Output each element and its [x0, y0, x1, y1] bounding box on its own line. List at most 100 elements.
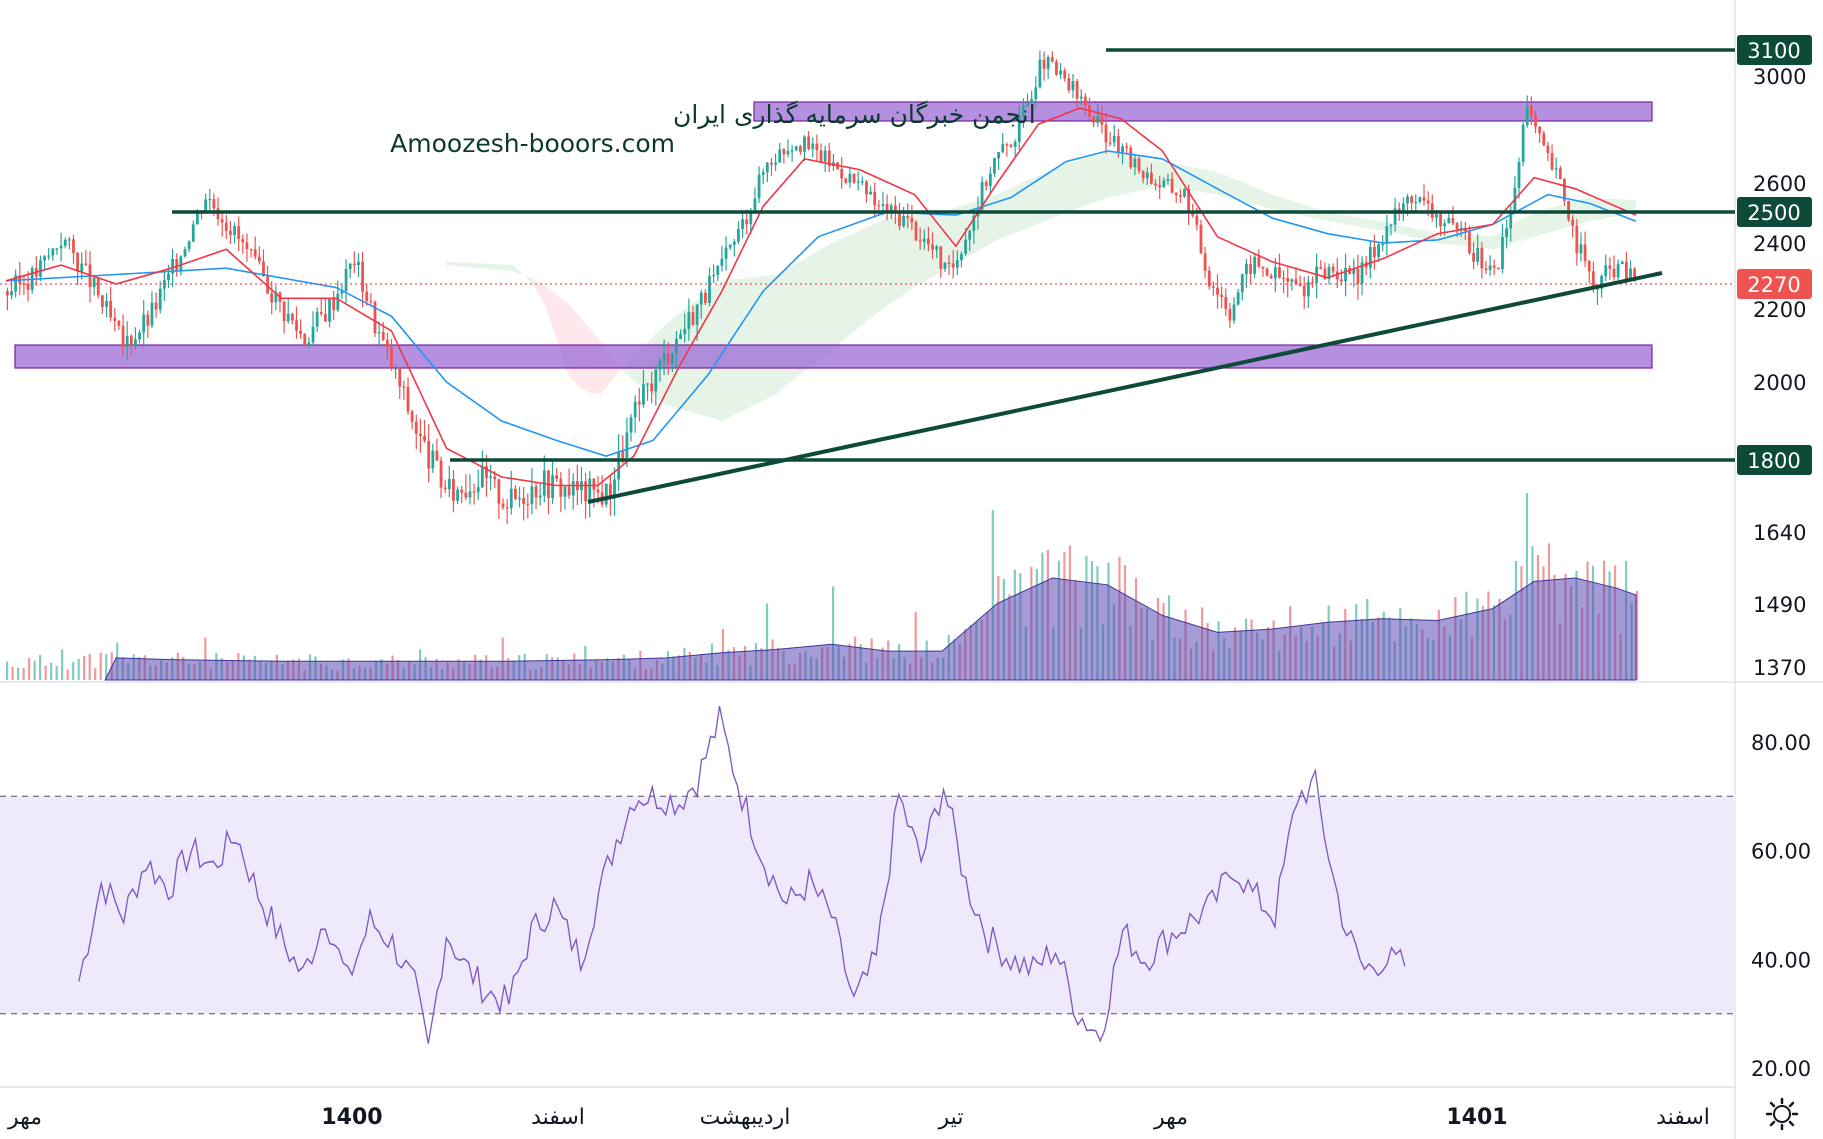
candle-body [1558, 168, 1562, 180]
rsi-tick-label: 40.00 [1751, 948, 1811, 972]
candle-body [1439, 214, 1442, 227]
ichimoku-cloud-segment [1030, 174, 1042, 227]
candle-body [1323, 268, 1327, 279]
ichimoku-cloud-segment [754, 275, 766, 405]
candle-body [319, 312, 323, 314]
volume-bar [99, 652, 102, 680]
candle-body [195, 210, 199, 225]
candle-body [501, 503, 505, 508]
volume-bar [39, 654, 42, 680]
candle-body [703, 292, 707, 303]
candle-body [1484, 268, 1488, 270]
candle-body [431, 450, 435, 469]
candle-body [1092, 116, 1096, 123]
candle-body [786, 150, 790, 155]
candle-body [1331, 266, 1335, 272]
price-tick-label: 1490 [1753, 593, 1806, 617]
candle-body [749, 212, 753, 225]
candle-body [1385, 226, 1389, 244]
ichimoku-cloud-segment [1085, 154, 1097, 206]
candle-body [1443, 223, 1447, 227]
candle-body [1327, 266, 1331, 279]
candle-body [162, 280, 166, 289]
candle-body [26, 283, 30, 290]
candle-body [1525, 106, 1529, 125]
rsi-tick-label: 60.00 [1751, 840, 1811, 864]
candle-body [43, 256, 46, 261]
candle-body [1290, 279, 1294, 282]
candle-body [922, 238, 926, 242]
candle-body [1612, 268, 1616, 278]
candle-body [753, 198, 757, 213]
horizontal-levels: 3100 2500 1800 2270 [172, 35, 1812, 475]
candle-body [860, 181, 864, 183]
candle-body [1083, 96, 1087, 106]
volume-bar [17, 667, 20, 680]
candle-body [419, 433, 422, 436]
ichimoku-cloud-segment [809, 249, 821, 367]
candle-body [1286, 278, 1290, 282]
volume-bar [28, 657, 31, 680]
ichimoku-cloud-segment [942, 208, 954, 272]
candle-body [642, 384, 645, 405]
candle-body [935, 246, 939, 250]
candle-body [774, 162, 777, 165]
candle-body [257, 256, 261, 262]
volume-bar [44, 665, 47, 680]
candle-body [311, 326, 315, 343]
settings-gear-icon[interactable] [1765, 1097, 1799, 1131]
candle-body [1195, 215, 1199, 225]
candle-body [1071, 81, 1075, 91]
candle-body [1579, 244, 1583, 254]
candle-body [1063, 70, 1067, 79]
candle-body [1435, 214, 1438, 218]
candle-body [266, 276, 269, 294]
time-tick-label: اسفند [1656, 1105, 1710, 1130]
candle-body [1236, 292, 1240, 305]
candle-body [394, 368, 398, 370]
candle-body [1216, 287, 1219, 295]
candle-body [183, 249, 187, 257]
candle-body [1505, 228, 1509, 238]
candle-body [1116, 135, 1120, 153]
trendline [587, 271, 1663, 504]
candle-body [898, 212, 901, 227]
candle-body [121, 325, 125, 348]
ichimoku-cloud-segment [1272, 194, 1284, 212]
volume-bar [61, 649, 64, 680]
candle-body [1447, 218, 1451, 224]
ichimoku-cloud-segment [1404, 226, 1416, 239]
candle-body [918, 240, 922, 242]
candle-body [179, 256, 183, 272]
candle-body [390, 347, 393, 369]
candle-body [1125, 146, 1129, 148]
candle-body [964, 239, 967, 254]
candle-body [497, 479, 501, 504]
candle-body [1633, 268, 1637, 282]
candle-body [1220, 294, 1224, 297]
volume-bar [6, 661, 9, 680]
volume-bar [94, 668, 97, 680]
candle-body [1253, 256, 1257, 274]
candle-body [1232, 304, 1236, 321]
candle-body [571, 481, 575, 496]
candle-body [1571, 219, 1575, 226]
candle-body [134, 339, 137, 346]
ichimoku-cloud-segment [1239, 180, 1251, 204]
candle-body [889, 205, 893, 214]
volume-bar [501, 637, 504, 680]
candle-body [1294, 279, 1298, 284]
candle-body [947, 262, 951, 264]
candle-body [241, 239, 245, 243]
volume-bar [11, 666, 14, 680]
candle-body [439, 460, 443, 488]
candle-body [1145, 172, 1149, 179]
candle-body [1005, 144, 1009, 146]
candle-body [282, 301, 286, 322]
candle-body [1170, 178, 1174, 193]
candle-body [559, 478, 563, 497]
candle-body [76, 252, 80, 272]
candle-body [113, 317, 117, 321]
candle-body [1624, 261, 1628, 282]
candle-body [84, 263, 88, 265]
